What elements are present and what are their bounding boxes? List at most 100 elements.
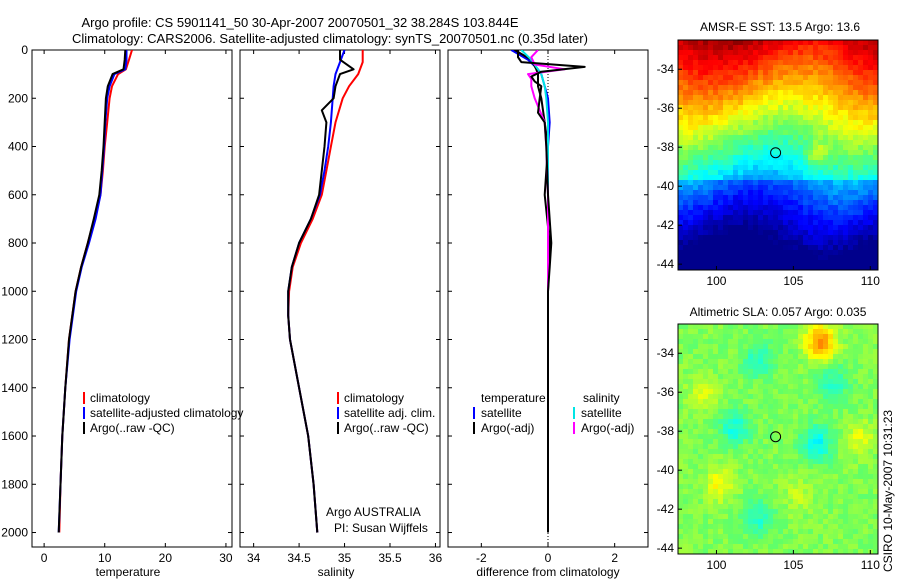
map-cell: [858, 80, 864, 86]
map-cell: [808, 90, 814, 96]
map-cell: [773, 140, 779, 146]
float-position-marker: [770, 147, 782, 159]
map-cell: [753, 339, 759, 345]
map-cell: [703, 334, 709, 340]
map-cell: [698, 185, 704, 191]
map-cell: [853, 145, 859, 151]
map-cell: [718, 409, 724, 415]
map-cell: [683, 60, 689, 66]
map-cell: [743, 130, 749, 136]
map-cell: [728, 40, 734, 46]
map-cell: [783, 55, 789, 61]
map-cell: [868, 95, 874, 101]
map-cell: [868, 404, 874, 410]
map-cell: [828, 369, 834, 375]
map-cell: [873, 245, 879, 251]
map-cell: [713, 359, 719, 365]
map-cell: [873, 459, 879, 465]
map-cell: [718, 489, 724, 495]
map-cell: [713, 140, 719, 146]
map-cell: [858, 449, 864, 455]
map-cell: [778, 100, 784, 106]
map-cell: [763, 155, 769, 161]
map-cell: [678, 60, 684, 66]
map-cell: [743, 255, 749, 261]
map-cell: [683, 454, 689, 460]
map-cell: [798, 329, 804, 335]
map-cell: [863, 165, 869, 171]
map-cell: [793, 399, 799, 405]
map-cell: [708, 250, 714, 256]
map-cell: [713, 539, 719, 545]
map-cell: [843, 255, 849, 261]
map-cell: [858, 195, 864, 201]
map-cell: [748, 434, 754, 440]
map-cell: [798, 519, 804, 525]
map-cell: [753, 145, 759, 151]
map-cell: [718, 160, 724, 166]
map-cell: [868, 499, 874, 505]
map-cell: [713, 225, 719, 231]
map-cell: [803, 230, 809, 236]
map-cell: [858, 534, 864, 540]
map-cell: [738, 265, 744, 271]
map-cell: [838, 80, 844, 86]
map-cell: [723, 170, 729, 176]
map-cell: [723, 549, 729, 555]
map-cell: [738, 324, 744, 330]
map-cell: [868, 364, 874, 370]
map-cell: [848, 205, 854, 211]
map-cell: [678, 434, 684, 440]
map-cell: [768, 260, 774, 266]
map-cell: [863, 354, 869, 360]
map-cell: [763, 469, 769, 475]
temperature-x-tick-label: 0: [41, 551, 48, 565]
map-cell: [728, 444, 734, 450]
map-cell: [833, 399, 839, 405]
map-cell: [763, 454, 769, 460]
map-cell: [688, 414, 694, 420]
map-cell: [863, 210, 869, 216]
map-cell: [873, 494, 879, 500]
map-cell: [818, 324, 824, 330]
map-cell: [773, 549, 779, 555]
map-cell: [853, 150, 859, 156]
map-cell: [813, 205, 819, 211]
map-cell: [798, 524, 804, 530]
map-cell: [783, 519, 789, 525]
map-cell: [773, 464, 779, 470]
map-cell: [743, 140, 749, 146]
map-cell: [813, 499, 819, 505]
map-cell: [768, 534, 774, 540]
map-cell: [743, 90, 749, 96]
map-cell: [793, 389, 799, 395]
map-cell: [808, 80, 814, 86]
map-cell: [723, 354, 729, 360]
map-cell: [818, 105, 824, 111]
map-cell: [823, 65, 829, 71]
map-cell: [818, 479, 824, 485]
map-cell: [808, 509, 814, 515]
map-cell: [703, 524, 709, 530]
map-cell: [838, 235, 844, 241]
map-cell: [823, 489, 829, 495]
map-cell: [723, 180, 729, 186]
map-cell: [783, 364, 789, 370]
map-cell: [858, 379, 864, 385]
map-cell: [773, 474, 779, 480]
map-cell: [738, 190, 744, 196]
map-cell: [808, 349, 814, 355]
map-cell: [678, 384, 684, 390]
map-cell: [798, 349, 804, 355]
map-cell: [693, 50, 699, 56]
map-cell: [818, 100, 824, 106]
map-cell: [718, 250, 724, 256]
map-cell: [778, 544, 784, 550]
map-cell: [708, 449, 714, 455]
map-cell: [723, 100, 729, 106]
map-cell: [758, 439, 764, 445]
map-cell: [768, 70, 774, 76]
map-cell: [748, 504, 754, 510]
map-cell: [768, 160, 774, 166]
map-cell: [858, 180, 864, 186]
